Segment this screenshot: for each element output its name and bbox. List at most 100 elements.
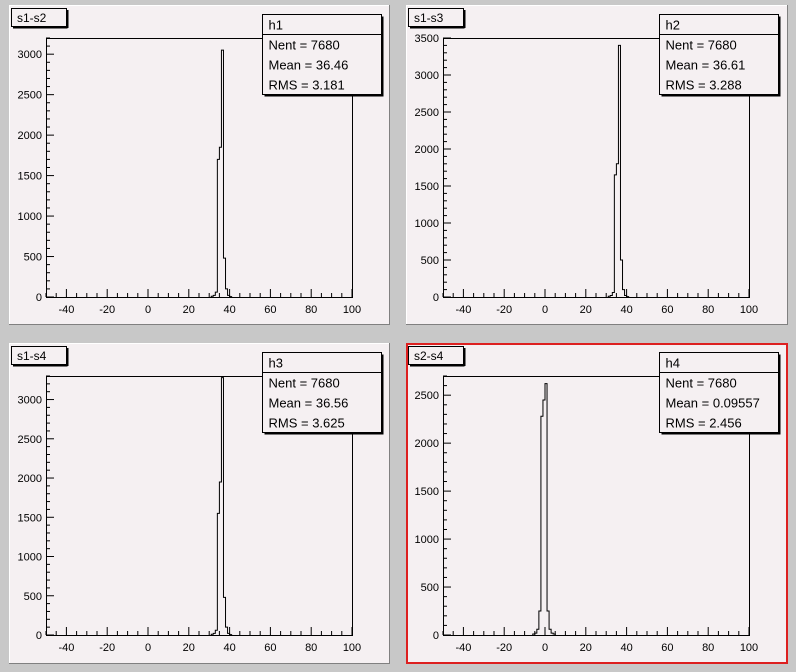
x-tick-label: 0	[145, 304, 151, 316]
x-tick-label: 40	[620, 304, 632, 316]
stats-box	[659, 352, 779, 433]
y-tick-label: 1000	[415, 218, 439, 230]
x-tick-label: 100	[343, 304, 361, 316]
histogram-1: -40 -20 0 20 40 60 80 1000500100015002000250030…	[9, 5, 390, 325]
y-tick-label: 1500	[415, 486, 439, 498]
histogram-title: s1-s4	[17, 349, 47, 363]
y-tick-label: 3500	[415, 33, 439, 45]
x-tick-label: 0	[542, 304, 548, 316]
y-tick-label: 2000	[18, 130, 42, 142]
pad-3[interactable]: -40 -20 0 20 40 60 80 100 0 500 1000 1500 2000 2500 30…	[9, 343, 390, 664]
y-tick-label: 0	[433, 292, 439, 304]
histogram-4: -40 -20 0 20 40 60 80 10005001000150020002500s2…	[406, 343, 788, 664]
stats-rms: RMS = 3.181	[269, 78, 345, 93]
y-tick-label: 3000	[18, 395, 42, 407]
histogram-title: s2-s4	[414, 349, 444, 363]
stats-rms: RMS = 2.456	[666, 416, 742, 431]
stats-entries: Nent = 7680	[269, 38, 340, 53]
x-tick-label: -40	[58, 642, 74, 654]
x-tick-label: -40	[455, 304, 471, 316]
x-tick-label: -20	[496, 304, 512, 316]
stats-rms: RMS = 3.625	[269, 416, 345, 431]
x-tick-label: -20	[99, 642, 115, 654]
x-tick-label: 60	[264, 642, 276, 654]
stats-entries: Nent = 7680	[666, 38, 737, 53]
histogram-line	[210, 377, 233, 636]
y-tick-label: 1500	[18, 512, 42, 524]
histogram-title: s1-s3	[414, 11, 444, 25]
y-tick-label: 2500	[18, 90, 42, 102]
stats-entries: Nent = 7680	[666, 376, 737, 391]
stats-box	[659, 14, 779, 95]
x-tick-label: 0	[145, 642, 151, 654]
y-tick-label: 2000	[415, 438, 439, 450]
y-tick-label: 2500	[18, 434, 42, 446]
histogram-line	[607, 44, 630, 298]
x-tick-label: 80	[702, 642, 714, 654]
y-tick-label: 0	[36, 630, 42, 642]
x-tick-label: 100	[740, 304, 758, 316]
y-tick-label: 500	[24, 252, 42, 264]
y-tick-label: 3000	[415, 70, 439, 82]
x-tick-label: 60	[264, 304, 276, 316]
stats-box	[262, 14, 382, 95]
stats-name: h3	[269, 356, 283, 371]
plot-frame	[46, 376, 353, 636]
stats-mean: Mean = 0.09557	[666, 396, 760, 411]
x-tick-label: 20	[183, 304, 195, 316]
y-tick-label: 1500	[415, 181, 439, 193]
stats-name: h2	[666, 18, 680, 33]
y-tick-label: 1000	[18, 552, 42, 564]
x-tick-label: 60	[661, 304, 673, 316]
y-tick-label: 1500	[18, 171, 42, 183]
stats-name: h1	[269, 18, 283, 33]
histogram-line	[210, 49, 233, 298]
x-tick-label: -20	[99, 304, 115, 316]
x-tick-label: 20	[183, 642, 195, 654]
y-tick-label: 0	[433, 630, 439, 642]
x-tick-label: 40	[223, 642, 235, 654]
stats-mean: Mean = 36.56	[269, 396, 349, 411]
y-tick-label: 3000	[18, 49, 42, 61]
y-tick-label: 500	[421, 255, 439, 267]
y-tick-label: 2000	[18, 473, 42, 485]
x-tick-label: 100	[343, 642, 361, 654]
pad-selected-frame	[406, 343, 788, 664]
histogram-line	[532, 383, 556, 635]
stats-mean: Mean = 36.46	[269, 58, 349, 73]
stats-name: h4	[666, 356, 680, 371]
x-tick-label: 80	[305, 642, 317, 654]
y-tick-label: 500	[421, 582, 439, 594]
y-tick-label: 0	[36, 292, 42, 304]
histogram-2: -40 -20 0 20 40 60 80 1000500100015002000250030…	[406, 5, 788, 325]
x-tick-label: 20	[580, 304, 592, 316]
x-tick-label: -40	[58, 304, 74, 316]
histogram-3: -40 -20 0 20 40 60 80 1000500100015002000250030…	[9, 343, 390, 664]
x-tick-label: 100	[740, 642, 758, 654]
x-tick-label: 40	[223, 304, 235, 316]
pad-2[interactable]: -40 -20 0 20 40 60 80 100 0 500 1000 1500 2000 2500 30…	[406, 5, 788, 325]
x-tick-label: -40	[455, 642, 471, 654]
x-tick-label: 0	[542, 642, 548, 654]
y-tick-label: 2000	[415, 144, 439, 156]
x-tick-label: 40	[620, 642, 632, 654]
y-tick-label: 1000	[18, 211, 42, 223]
stats-box	[262, 352, 382, 433]
plot-frame	[443, 38, 750, 298]
y-tick-label: 2500	[415, 107, 439, 119]
x-tick-label: -20	[496, 642, 512, 654]
stats-rms: RMS = 3.288	[666, 78, 742, 93]
x-tick-label: 80	[305, 304, 317, 316]
x-tick-label: 20	[580, 642, 592, 654]
stats-entries: Nent = 7680	[269, 376, 340, 391]
pad-4[interactable]: -40 -20 0 20 40 60 80 100 0 500 1000 1500 2000 2500 s2…	[406, 343, 788, 664]
plot-frame	[443, 376, 750, 636]
y-tick-label: 1000	[415, 534, 439, 546]
pad-1[interactable]: -40 -20 0 20 40 60 80 100 0 500 1000 1500 2000 2500 30…	[9, 5, 390, 325]
histogram-title: s1-s2	[17, 11, 47, 25]
y-tick-label: 2500	[415, 390, 439, 402]
x-tick-label: 80	[702, 304, 714, 316]
y-tick-label: 500	[24, 591, 42, 603]
stats-mean: Mean = 36.61	[666, 58, 746, 73]
